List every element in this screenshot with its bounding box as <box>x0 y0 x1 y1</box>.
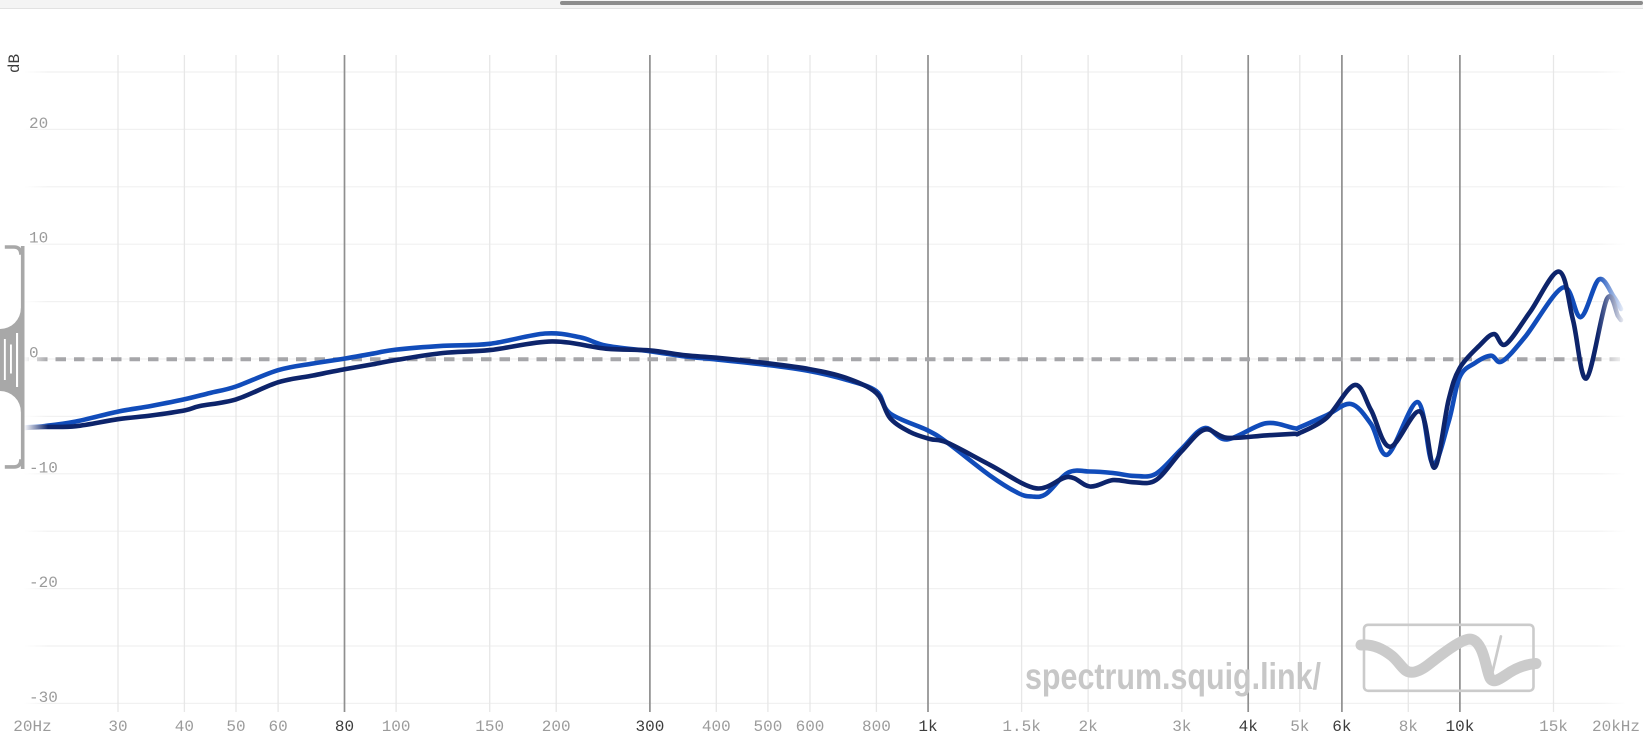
svg-text:20: 20 <box>29 115 48 133</box>
svg-text:8k: 8k <box>1399 718 1418 736</box>
svg-text:20kHz: 20kHz <box>1592 718 1640 736</box>
svg-text:300: 300 <box>635 718 664 736</box>
svg-text:dB: dB <box>6 54 24 73</box>
svg-text:600: 600 <box>796 718 825 736</box>
svg-text:20Hz: 20Hz <box>13 718 51 736</box>
svg-text:40: 40 <box>175 718 194 736</box>
svg-text:1k: 1k <box>918 718 937 736</box>
svg-text:100: 100 <box>382 718 411 736</box>
svg-text:30: 30 <box>108 718 127 736</box>
svg-text:500: 500 <box>753 718 782 736</box>
svg-text:150: 150 <box>475 718 504 736</box>
svg-text:6k: 6k <box>1332 718 1351 736</box>
svg-text:15k: 15k <box>1539 718 1568 736</box>
svg-text:4k: 4k <box>1239 718 1258 736</box>
svg-text:80: 80 <box>335 718 354 736</box>
svg-text:spectrum.squig.link/: spectrum.squig.link/ <box>1025 656 1321 697</box>
svg-text:10: 10 <box>29 230 48 248</box>
svg-text:2k: 2k <box>1078 718 1097 736</box>
svg-text:50: 50 <box>226 718 245 736</box>
svg-text:-30: -30 <box>29 689 58 707</box>
svg-text:-20: -20 <box>29 574 58 592</box>
svg-text:200: 200 <box>542 718 571 736</box>
svg-text:60: 60 <box>268 718 287 736</box>
svg-text:10k: 10k <box>1445 718 1474 736</box>
svg-text:400: 400 <box>702 718 731 736</box>
svg-text:5k: 5k <box>1290 718 1309 736</box>
svg-text:1.5k: 1.5k <box>1002 718 1040 736</box>
svg-text:800: 800 <box>862 718 891 736</box>
svg-text:3k: 3k <box>1172 718 1191 736</box>
svg-text:-10: -10 <box>29 459 58 477</box>
svg-text:0: 0 <box>29 345 39 363</box>
